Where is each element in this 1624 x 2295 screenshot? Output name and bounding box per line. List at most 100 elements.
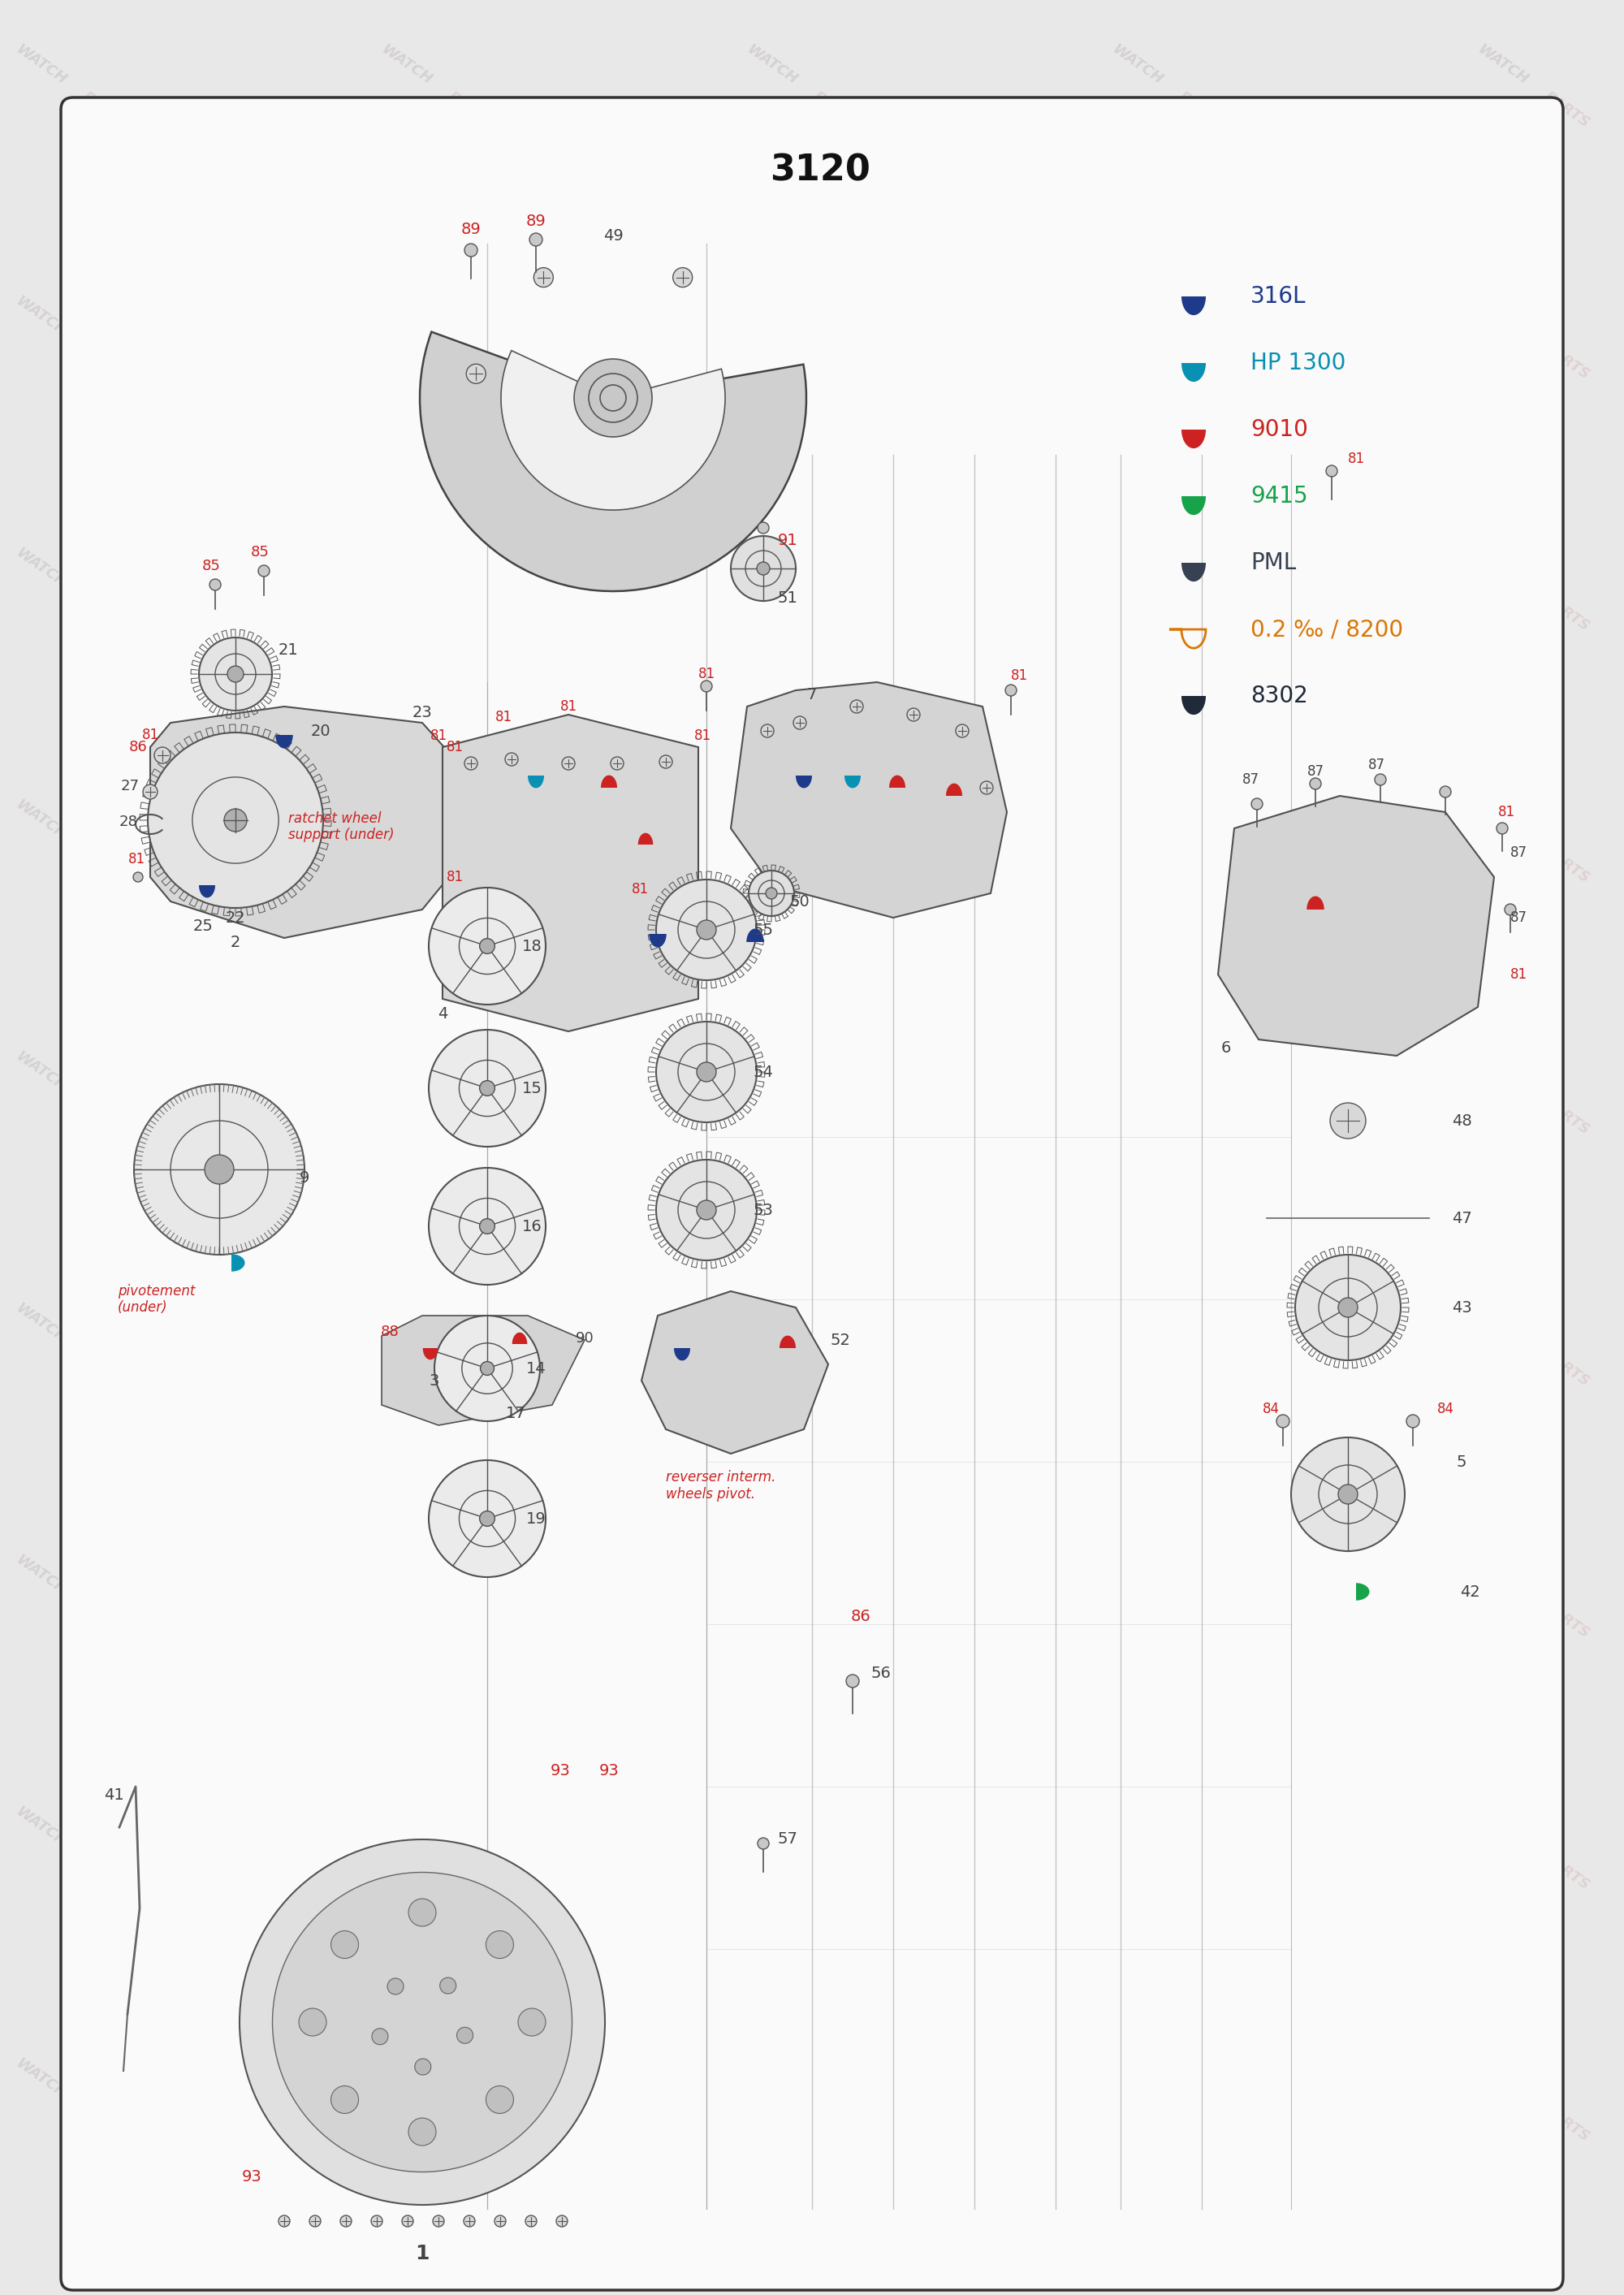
Text: WATCH: WATCH [1109,294,1164,340]
Circle shape [659,755,672,769]
Text: 86: 86 [128,739,148,755]
Text: 81: 81 [141,728,159,741]
Circle shape [466,365,486,383]
Circle shape [601,386,627,411]
Text: PARTS: PARTS [1176,1347,1228,1388]
Text: PARTS: PARTS [266,1726,318,1767]
Text: WATCH: WATCH [565,923,620,968]
Polygon shape [836,776,861,787]
Circle shape [481,1361,494,1375]
Circle shape [1005,684,1017,695]
Polygon shape [1356,1584,1369,1609]
Text: 0.2 ‰ / 8200: 0.2 ‰ / 8200 [1250,617,1403,640]
Text: PARTS: PARTS [810,1600,862,1641]
Circle shape [749,870,794,916]
Text: WATCH: WATCH [200,672,255,716]
Circle shape [479,1510,495,1526]
Text: 85: 85 [201,558,221,574]
Text: WATCH: WATCH [378,1049,434,1095]
Text: WATCH: WATCH [744,41,799,87]
Text: 88: 88 [380,1324,400,1340]
Polygon shape [666,1347,690,1361]
Text: WATCH: WATCH [744,796,799,842]
Text: 57: 57 [778,1831,797,1847]
Text: 17: 17 [505,1405,526,1421]
Text: 91: 91 [778,532,797,549]
Text: PARTS: PARTS [445,340,497,383]
Circle shape [414,2059,430,2075]
Text: WATCH: WATCH [1475,1049,1530,1095]
Text: WATCH: WATCH [378,294,434,340]
Circle shape [1291,1437,1405,1551]
Circle shape [299,2008,326,2036]
Circle shape [767,888,778,900]
Circle shape [240,1838,604,2205]
Text: 47: 47 [1452,1209,1471,1226]
Text: PARTS: PARTS [266,466,318,507]
Text: 55: 55 [754,923,773,939]
Circle shape [205,1154,234,1184]
Circle shape [846,1675,859,1687]
Text: 23: 23 [412,705,432,721]
Text: PARTS: PARTS [445,592,497,633]
Text: PARTS: PARTS [997,718,1049,760]
Text: PARTS: PARTS [1541,90,1593,131]
Text: PARTS: PARTS [445,90,497,131]
Circle shape [258,565,270,576]
Text: WATCH: WATCH [1109,1554,1164,1597]
Text: PARTS: PARTS [1541,592,1593,633]
Text: WATCH: WATCH [1296,1678,1351,1724]
Circle shape [403,2215,412,2226]
Text: WATCH: WATCH [1296,2183,1351,2228]
Circle shape [1319,1278,1377,1336]
Text: 81: 81 [560,700,577,714]
Text: 3: 3 [429,1372,440,1388]
Circle shape [697,1063,716,1081]
Circle shape [464,2215,474,2226]
Polygon shape [601,776,625,787]
Text: WATCH: WATCH [1475,41,1530,87]
Text: WATCH: WATCH [744,294,799,340]
Text: WATCH: WATCH [200,420,255,466]
Text: WATCH: WATCH [1475,1554,1530,1597]
Polygon shape [747,929,773,941]
Circle shape [460,918,515,973]
Polygon shape [149,707,460,939]
Text: 81: 81 [698,668,715,682]
Text: PARTS: PARTS [1363,1976,1415,2020]
Circle shape [555,2215,568,2226]
Text: WATCH: WATCH [744,1804,799,1850]
Circle shape [588,374,637,422]
Polygon shape [266,734,292,748]
Text: WATCH: WATCH [565,2183,620,2228]
Text: PARTS: PARTS [1363,1221,1415,1262]
Polygon shape [190,886,216,897]
Text: WATCH: WATCH [378,2056,434,2102]
Text: PARTS: PARTS [810,1095,862,1138]
Circle shape [429,1168,546,1285]
Text: 21: 21 [278,643,299,656]
Text: PARTS: PARTS [1541,845,1593,886]
Text: 14: 14 [526,1361,546,1377]
Text: PARTS: PARTS [1363,466,1415,507]
Text: PARTS: PARTS [80,2102,132,2144]
Text: WATCH: WATCH [1296,168,1351,213]
Text: 48: 48 [1452,1113,1471,1129]
Circle shape [133,1083,305,1255]
Text: PARTS: PARTS [1363,1473,1415,1515]
Text: 81: 81 [128,851,145,868]
Circle shape [460,1489,515,1547]
Circle shape [526,2215,536,2226]
Polygon shape [512,1333,534,1345]
Text: HP 1300: HP 1300 [1250,351,1346,374]
Text: WATCH: WATCH [1109,546,1164,592]
Text: 81: 81 [1510,966,1527,982]
Circle shape [432,2215,445,2226]
Circle shape [479,1081,495,1095]
Text: 86: 86 [851,1609,870,1625]
Circle shape [435,1315,539,1421]
Text: 15: 15 [521,1081,542,1097]
Text: PML: PML [1250,551,1296,574]
Circle shape [697,920,716,939]
Text: WATCH: WATCH [200,1175,255,1221]
